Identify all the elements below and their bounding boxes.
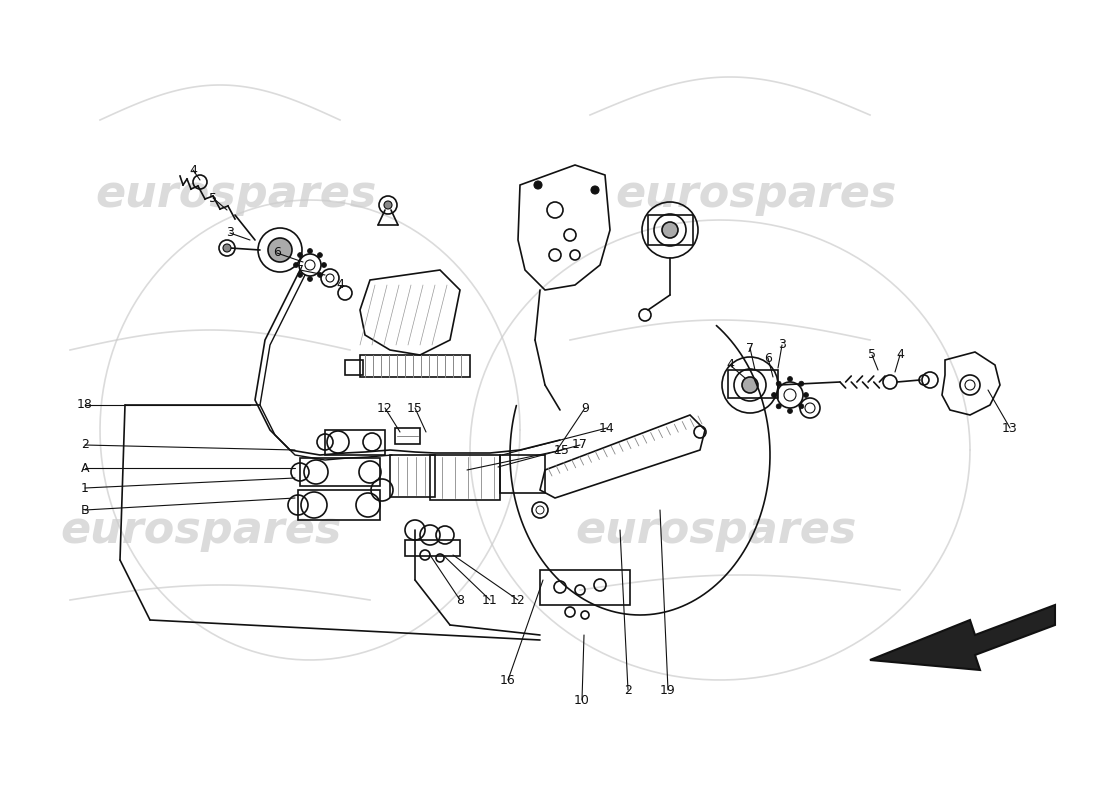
Text: eurospares: eurospares xyxy=(60,509,341,551)
Polygon shape xyxy=(870,605,1055,670)
Circle shape xyxy=(318,272,322,278)
Text: 11: 11 xyxy=(482,594,498,606)
Text: 10: 10 xyxy=(574,694,590,706)
Circle shape xyxy=(799,404,804,409)
Text: 8: 8 xyxy=(456,594,464,606)
Text: 12: 12 xyxy=(377,402,393,414)
Circle shape xyxy=(298,253,302,258)
Text: B: B xyxy=(80,503,89,517)
Text: 5: 5 xyxy=(868,349,876,362)
Bar xyxy=(298,490,380,520)
Circle shape xyxy=(268,238,292,262)
Text: 7: 7 xyxy=(746,342,754,354)
Bar xyxy=(300,458,379,486)
Circle shape xyxy=(321,262,327,267)
Text: 3: 3 xyxy=(227,226,234,239)
Text: 7: 7 xyxy=(296,263,304,277)
Circle shape xyxy=(318,253,322,258)
Text: eurospares: eurospares xyxy=(615,174,896,217)
Text: 4: 4 xyxy=(726,358,734,371)
Circle shape xyxy=(534,181,542,189)
Text: 4: 4 xyxy=(896,349,904,362)
Bar xyxy=(360,355,470,377)
Text: A: A xyxy=(80,462,89,474)
Text: 15: 15 xyxy=(554,443,570,457)
Text: 19: 19 xyxy=(660,683,675,697)
Text: eurospares: eurospares xyxy=(95,174,376,217)
Circle shape xyxy=(591,186,600,194)
Text: 18: 18 xyxy=(77,398,92,411)
Text: 12: 12 xyxy=(510,594,526,606)
Circle shape xyxy=(298,272,302,278)
Bar xyxy=(430,455,500,500)
Text: 1: 1 xyxy=(81,482,89,494)
Circle shape xyxy=(799,381,804,386)
Bar xyxy=(728,370,778,398)
Circle shape xyxy=(308,277,312,282)
Bar xyxy=(500,455,544,493)
Bar xyxy=(390,455,435,497)
Text: 6: 6 xyxy=(764,351,772,365)
Text: 16: 16 xyxy=(500,674,516,686)
Circle shape xyxy=(742,377,758,393)
Text: 15: 15 xyxy=(407,402,422,414)
Circle shape xyxy=(777,381,781,386)
Circle shape xyxy=(308,249,312,254)
Text: eurospares: eurospares xyxy=(575,509,857,551)
Circle shape xyxy=(662,222,678,238)
Text: 4: 4 xyxy=(189,163,197,177)
Circle shape xyxy=(803,393,808,398)
Text: 2: 2 xyxy=(81,438,89,451)
Bar xyxy=(345,360,363,375)
Text: 9: 9 xyxy=(581,402,589,414)
Text: 2: 2 xyxy=(624,683,631,697)
Bar xyxy=(405,540,460,556)
Bar xyxy=(395,428,420,444)
Text: 6: 6 xyxy=(273,246,280,259)
Circle shape xyxy=(223,244,231,252)
Circle shape xyxy=(788,409,792,414)
Circle shape xyxy=(777,404,781,409)
Bar xyxy=(324,430,385,455)
Circle shape xyxy=(384,201,392,209)
Text: 4: 4 xyxy=(337,278,344,291)
Text: 14: 14 xyxy=(600,422,615,434)
Bar xyxy=(540,570,630,605)
Text: 3: 3 xyxy=(778,338,785,351)
Bar xyxy=(648,215,693,245)
Circle shape xyxy=(294,262,298,267)
Circle shape xyxy=(771,393,777,398)
Circle shape xyxy=(788,377,792,382)
Text: 5: 5 xyxy=(209,191,217,205)
Text: 13: 13 xyxy=(1002,422,1018,434)
Text: 17: 17 xyxy=(572,438,587,451)
